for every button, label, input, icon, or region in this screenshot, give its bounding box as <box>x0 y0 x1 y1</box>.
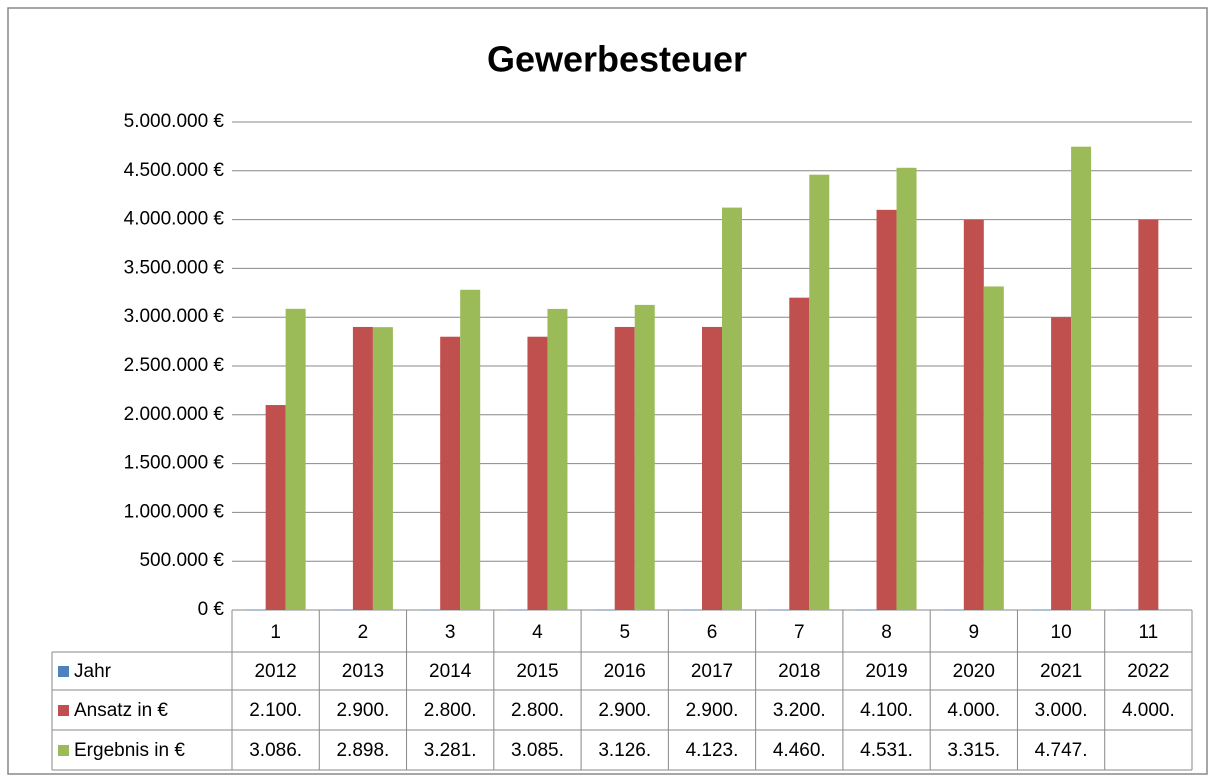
table-cell: 2021 <box>1040 661 1082 682</box>
bar <box>265 405 286 610</box>
table-cell: 3.085. <box>511 740 564 761</box>
bar <box>1118 609 1139 611</box>
bar <box>1138 219 1159 610</box>
y-tick-label: 2.500.000 € <box>124 355 225 376</box>
table-cell: 2.900. <box>598 700 651 721</box>
bar <box>702 326 722 610</box>
bar <box>943 609 964 611</box>
y-tick-label: 3.500.000 € <box>124 257 225 278</box>
bar <box>420 609 441 611</box>
y-tick-label: 4.000.000 € <box>124 209 225 230</box>
y-tick-label: 0 € <box>198 599 225 620</box>
bar <box>896 167 917 610</box>
table-cell: 2.800. <box>424 700 477 721</box>
table-cell: 2.100. <box>249 700 302 721</box>
x-tick-label: 11 <box>1138 622 1158 643</box>
bar <box>614 326 635 610</box>
bar <box>722 207 742 610</box>
x-tick-label: 8 <box>881 622 892 643</box>
legend-key <box>58 666 69 677</box>
table-cell: 3.086. <box>249 740 302 761</box>
table-cell: 2.898. <box>336 740 389 761</box>
table-cell: 2020 <box>953 661 995 682</box>
bar <box>285 308 306 610</box>
table-cell: 4.531. <box>860 740 913 761</box>
table-cell: 3.200. <box>773 700 826 721</box>
bar <box>372 327 393 610</box>
x-tick-label: 9 <box>969 622 980 643</box>
table-cell: 2013 <box>342 661 384 682</box>
bar <box>594 609 615 611</box>
x-tick-label: 4 <box>532 622 543 643</box>
legend-label: Ergebnis in € <box>74 740 185 761</box>
bar <box>634 304 655 610</box>
table-cell: 2.800. <box>511 700 564 721</box>
bar <box>769 609 790 611</box>
table-cell: 2.900. <box>686 700 739 721</box>
table-cell: 4.000. <box>1122 700 1175 721</box>
table-cell: 2014 <box>429 661 472 682</box>
y-tick-label: 1.000.000 € <box>124 501 225 522</box>
table-cell: 3.281. <box>424 740 477 761</box>
bar <box>1051 317 1072 610</box>
table-cell: 4.747. <box>1035 740 1088 761</box>
table-cell: 2017 <box>691 661 733 682</box>
table-cell: 4.000. <box>947 700 1000 721</box>
bar <box>332 609 353 611</box>
bar <box>507 609 528 611</box>
bar <box>856 609 877 611</box>
table-cell: 2022 <box>1127 661 1169 682</box>
x-tick-label: 5 <box>619 622 630 643</box>
legend-key <box>58 745 69 756</box>
bar <box>983 286 1004 610</box>
legend-key <box>58 705 69 716</box>
bar <box>527 336 548 610</box>
table-cell: 3.126. <box>598 740 651 761</box>
table-cell: 2016 <box>604 661 646 682</box>
table-cell: 4.123. <box>686 740 739 761</box>
bar <box>460 289 481 610</box>
table-cell: 2018 <box>778 661 820 682</box>
table-cell: 3.315. <box>947 740 1000 761</box>
table-cell: 2015 <box>516 661 558 682</box>
x-tick-label: 1 <box>270 622 281 643</box>
bar <box>963 219 984 610</box>
y-tick-label: 500.000 € <box>139 550 224 571</box>
table-cell: 4.100. <box>860 700 913 721</box>
y-tick-label: 2.000.000 € <box>124 404 225 425</box>
y-tick-label: 5.000.000 € <box>124 111 225 132</box>
y-tick-label: 1.500.000 € <box>124 453 225 474</box>
bar <box>547 308 568 610</box>
x-tick-label: 3 <box>445 622 456 643</box>
legend-label: Jahr <box>74 661 112 682</box>
y-tick-label: 3.000.000 € <box>124 306 225 327</box>
table-cell: 2.900. <box>336 700 389 721</box>
bar <box>352 326 373 610</box>
bar <box>245 609 266 611</box>
legend-label: Ansatz in € <box>74 700 168 721</box>
bar <box>809 174 830 611</box>
bar <box>682 609 702 611</box>
table-cell: 2012 <box>254 661 296 682</box>
bar <box>789 297 810 610</box>
y-tick-label: 4.500.000 € <box>124 160 225 181</box>
bar <box>440 336 461 610</box>
table-cell: 4.460. <box>773 740 826 761</box>
x-tick-label: 7 <box>794 622 805 643</box>
chart-border <box>7 7 1208 775</box>
bar <box>1031 609 1052 611</box>
x-tick-label: 6 <box>707 622 718 643</box>
x-tick-label: 2 <box>358 622 369 643</box>
x-tick-label: 10 <box>1051 622 1072 643</box>
bar <box>876 209 897 610</box>
table-cell: 3.000. <box>1035 700 1088 721</box>
bar <box>1071 146 1092 610</box>
table-cell: 2019 <box>865 661 907 682</box>
chart-title: Gewerbesteuer <box>487 39 747 80</box>
